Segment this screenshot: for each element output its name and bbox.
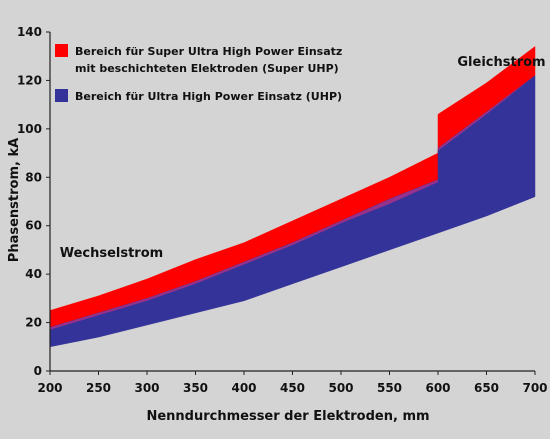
y-tick-label: 80 [25, 170, 42, 184]
x-tick-label: 350 [183, 381, 208, 395]
x-tick-label: 550 [377, 381, 402, 395]
x-tick-label: 450 [280, 381, 305, 395]
x-tick-label: 400 [231, 381, 256, 395]
x-axis-title: Nenndurchmesser der Elektroden, mm [146, 409, 429, 424]
legend-label-2: Bereich für Ultra High Power Einsatz (UH… [75, 90, 342, 103]
tick-labels: 200 250 300 350 400 450 500 550 600 650 700 0 20 40 60… [17, 25, 548, 395]
x-tick-label: 300 [134, 381, 159, 395]
y-tick-label: 0 [34, 364, 42, 378]
x-tick-label: 500 [328, 381, 353, 395]
y-tick-label: 120 [17, 73, 42, 87]
y-tick-label: 20 [25, 316, 42, 330]
legend-swatch-1 [55, 44, 68, 57]
axes [46, 31, 536, 375]
legend-label-1: Bereich für Super Ultra High Power Einsa… [75, 45, 342, 75]
legend: Bereich für Super Ultra High Power Einsa… [55, 44, 342, 103]
annotation-1: Gleichstrom [457, 55, 545, 70]
legend-swatch-2 [55, 89, 68, 102]
x-tick-label: 650 [474, 381, 499, 395]
plot-area [49, 45, 536, 348]
x-tick-label: 250 [86, 381, 111, 395]
x-tick-label: 600 [425, 381, 450, 395]
y-tick-label: 100 [17, 122, 42, 136]
y-tick-label: 140 [17, 25, 42, 39]
annotation-2: Wechselstrom [60, 246, 164, 261]
x-tick-label: 700 [522, 381, 547, 395]
y-tick-label: 60 [25, 219, 42, 233]
y-axis-title: Phasenstrom, kA [7, 138, 22, 262]
x-tick-label: 200 [37, 381, 62, 395]
annotations: Gleichstrom Wechselstrom [60, 55, 546, 261]
y-tick-label: 40 [25, 267, 42, 281]
